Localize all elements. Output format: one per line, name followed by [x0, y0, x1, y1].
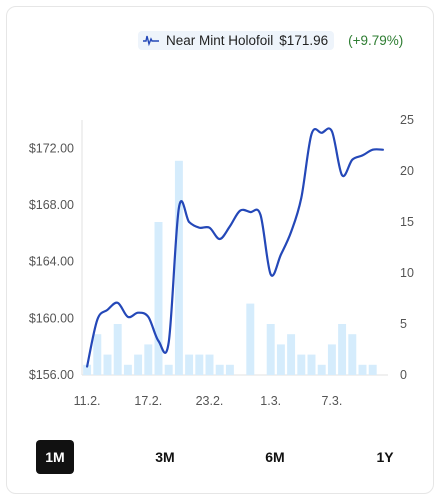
volume-bar [266, 324, 275, 375]
x-tick-label: 1.3. [260, 394, 281, 408]
legend-series-label: Near Mint Holofoil [166, 32, 274, 48]
volume-bar [307, 354, 316, 375]
line-chart-icon [143, 35, 159, 47]
range-button-1y[interactable]: 1Y [376, 449, 394, 465]
volume-bar [144, 344, 153, 375]
x-tick-label: 23.2. [196, 394, 224, 408]
x-tick-label: 11.2. [74, 394, 101, 408]
price-history-card [6, 6, 434, 494]
volume-bar [338, 324, 347, 375]
volume-bar [317, 364, 326, 375]
y-right-tick-label: 10 [400, 266, 414, 280]
volume-bar [123, 364, 132, 375]
price-chart: $156.00 $160.00 $164.00 $168.00 $172.00 0 5 10 1… [29, 113, 414, 408]
y-right-tick-label: 15 [400, 215, 414, 229]
volume-bar [287, 334, 296, 375]
y-left-tick-label: $164.00 [29, 255, 74, 269]
volume-bar [246, 303, 255, 375]
y-right-tick-label: 25 [400, 113, 414, 127]
x-tick-label: 7.3. [321, 394, 342, 408]
volume-bar [215, 364, 224, 375]
y-left-tick-label: $172.00 [29, 141, 74, 155]
range-button-6m[interactable]: 6M [265, 449, 285, 465]
volume-bar [113, 324, 122, 375]
volume-bar [103, 354, 112, 375]
volume-bar [276, 344, 285, 375]
x-tick-label: 17.2. [134, 394, 162, 408]
volume-bar [195, 354, 204, 375]
y-left-tick-label: $168.00 [29, 198, 74, 212]
volume-bar [154, 222, 163, 375]
volume-bar [225, 364, 234, 375]
y-left-tick-label: $156.00 [29, 368, 74, 382]
volume-bar [327, 344, 336, 375]
legend-price-change: (+9.79%) [348, 32, 404, 48]
volume-bar [368, 364, 377, 375]
y-right-tick-label: 5 [400, 317, 407, 331]
chart-legend: Near Mint Holofoil $171.96 (+9.79%) [138, 29, 403, 51]
y-right-tick-label: 0 [400, 368, 407, 382]
legend-series-pill[interactable]: Near Mint Holofoil $171.96 [138, 30, 335, 50]
volume-bar [205, 354, 214, 375]
volume-bar [174, 160, 183, 375]
legend-current-price: $171.96 [279, 32, 329, 48]
volume-bar [83, 364, 92, 375]
volume-bar [358, 364, 367, 375]
volume-bar [164, 364, 173, 375]
volume-bar [134, 354, 143, 375]
range-button-1m[interactable]: 1M [36, 440, 74, 474]
y-right-tick-label: 20 [400, 164, 414, 178]
range-button-3m[interactable]: 3M [155, 449, 175, 465]
volume-bar [93, 334, 102, 375]
price-line [86, 127, 384, 368]
y-left-tick-label: $160.00 [29, 311, 74, 325]
volume-bar [348, 334, 357, 375]
volume-bar [185, 354, 194, 375]
volume-bar [297, 354, 306, 375]
